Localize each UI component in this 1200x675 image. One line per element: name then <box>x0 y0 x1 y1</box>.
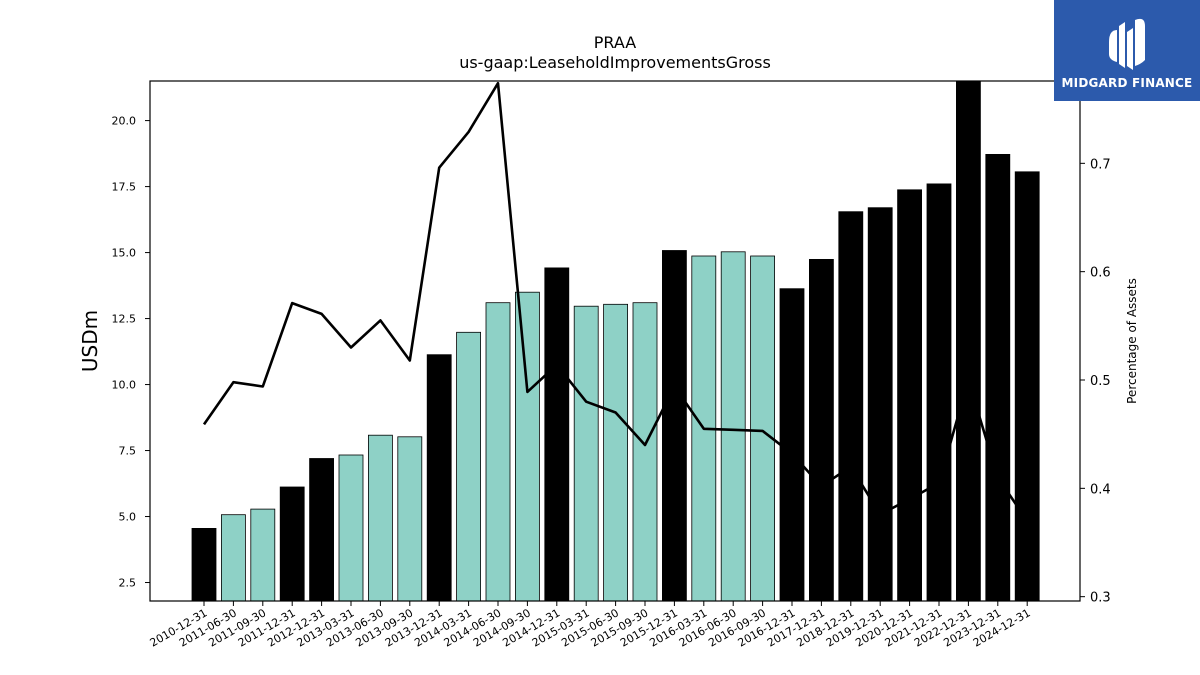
y-tick-label: 10.0 <box>112 379 137 392</box>
bar-2014-06-30 <box>485 302 511 602</box>
chart-subtitle: us-gaap:LeaseholdImprovementsGross <box>459 53 771 72</box>
bar-2016-09-30 <box>750 255 775 602</box>
left-axis: 2.5 5.0 7.5 10.0 12.5 15.0 17.5 20.0 <box>112 115 150 590</box>
logo-text: MIDGARD FINANCE <box>1061 75 1193 90</box>
x-axis: 2010-12-312011-06-302011-09-302011-12-31… <box>148 601 1033 650</box>
y2-axis-label: Percentage of Assets <box>1125 278 1139 404</box>
bar-2011-09-30 <box>250 508 276 602</box>
bar-2021-12-31 <box>926 183 952 602</box>
bar-2013-09-30 <box>397 436 423 602</box>
bar-2024-12-31 <box>1014 171 1040 602</box>
bar-2013-06-30 <box>367 434 393 602</box>
bar-2015-12-31 <box>662 250 687 602</box>
bar-2015-09-30 <box>632 302 658 602</box>
y2-tick-label: 0.4 <box>1090 482 1111 497</box>
plot-frame <box>149 80 1081 602</box>
bar-2010-12-31 <box>191 528 217 602</box>
bar-2015-06-30 <box>603 303 628 602</box>
bar-2016-06-30 <box>720 251 746 602</box>
y-tick-label: 17.5 <box>112 181 137 194</box>
midgard-finance-logo: MIDGARD FINANCE <box>1054 0 1200 101</box>
bar-2013-12-31 <box>426 354 452 602</box>
bar-2014-03-31 <box>456 331 482 602</box>
y-tick-label: 20.0 <box>112 115 137 128</box>
y-tick-label: 7.5 <box>119 445 137 458</box>
right-axis: 0.3 0.4 0.5 0.6 0.7 <box>1080 157 1111 606</box>
bar-2011-12-31 <box>279 486 305 602</box>
y-axis-label: USDm <box>78 310 102 372</box>
y-tick-label: 2.5 <box>119 577 137 590</box>
line-layer <box>202 81 1029 522</box>
bar-2014-09-30 <box>515 291 540 602</box>
y2-tick-label: 0.3 <box>1090 591 1111 606</box>
bar-2020-12-31 <box>897 189 922 602</box>
bar-2015-03-31 <box>573 305 599 602</box>
bar-2019-12-31 <box>867 207 893 602</box>
y2-tick-label: 0.6 <box>1090 266 1111 281</box>
bar-2017-12-31 <box>809 258 834 602</box>
chart-title: PRAA <box>594 33 637 52</box>
y-tick-label: 5.0 <box>119 511 137 524</box>
bar-2023-12-31 <box>985 153 1011 602</box>
bar-2011-06-30 <box>220 514 246 602</box>
percentage-of-assets-line <box>202 81 1029 522</box>
bar-2018-12-31 <box>838 211 864 602</box>
y-tick-label: 12.5 <box>112 313 137 326</box>
bar-2013-03-31 <box>338 454 364 602</box>
y2-tick-label: 0.5 <box>1090 374 1111 389</box>
midgard-logo-icon <box>1109 18 1145 70</box>
bar-2022-12-31 <box>956 80 981 602</box>
y-tick-label: 15.0 <box>112 247 137 260</box>
y2-tick-label: 0.7 <box>1090 157 1111 172</box>
bar-2014-12-31 <box>544 267 570 602</box>
bar-2012-12-31 <box>309 458 335 602</box>
bar-2016-12-31 <box>779 288 805 602</box>
bars-layer <box>191 80 1040 602</box>
